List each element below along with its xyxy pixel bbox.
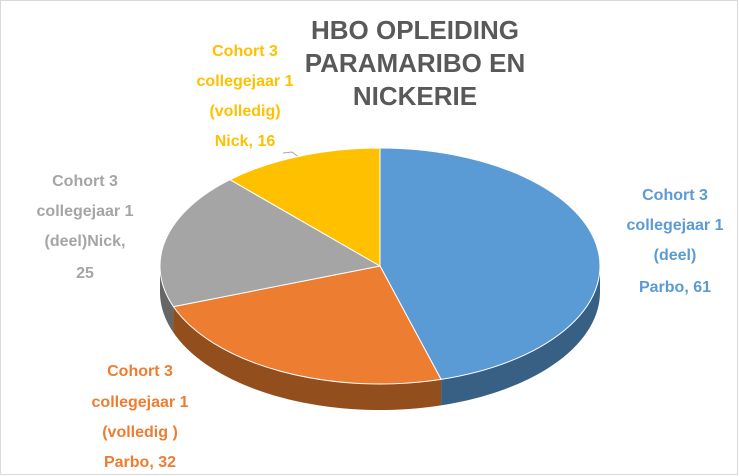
- data-label-line: collegejaar 1: [37, 203, 134, 220]
- data-label-line: (volledig): [209, 103, 280, 120]
- data-label-line: Cohort 3: [212, 43, 278, 60]
- data-label-line: collegejaar 1: [197, 73, 294, 90]
- leader-line: [282, 151, 301, 159]
- data-label: Cohort 3 collegejaar 1 (deel)Nick, 25: [37, 173, 134, 282]
- data-label-line: Cohort 3: [107, 363, 173, 380]
- slice: [172, 265, 442, 385]
- slice-side: [441, 266, 600, 406]
- data-label-line: Parbo, 61: [639, 279, 711, 296]
- slice: [159, 179, 382, 308]
- slice: [228, 147, 381, 267]
- data-label: Cohort 3 collegejaar 1 (deel) Parbo, 61: [627, 187, 724, 296]
- data-label-line: collegejaar 1: [627, 217, 724, 234]
- data-label-line: Parbo, 32: [104, 454, 176, 471]
- data-label-line: Nick, 16: [215, 133, 276, 150]
- slice: [379, 147, 601, 380]
- data-label: Cohort 3 collegejaar 1 (volledig ) Parbo, 3…: [92, 363, 189, 471]
- data-label-line: collegejaar 1: [92, 394, 189, 411]
- data-label-line: Cohort 3: [52, 173, 118, 190]
- data-label-line: (volledig ): [102, 424, 178, 441]
- data-label-line: (deel): [654, 247, 697, 264]
- data-label-line: Cohort 3: [642, 187, 708, 204]
- data-label: Cohort 3 collegejaar 1 (volledig) Nick, 16: [197, 43, 294, 150]
- slice-side: [160, 266, 174, 333]
- chart-title: HBO OPLEIDING PARAMARIBO EN NICKERIE: [304, 15, 526, 111]
- data-label-line: (deel)Nick,: [45, 233, 126, 250]
- data-label-line: 25: [76, 265, 94, 282]
